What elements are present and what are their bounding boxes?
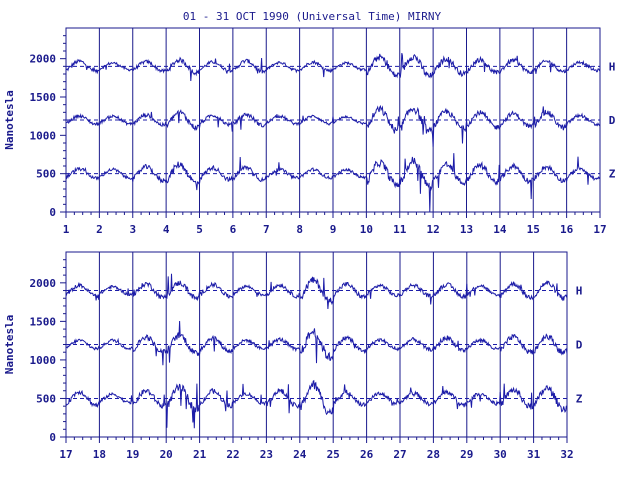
x-tick-label: 29 xyxy=(460,448,473,461)
y-tick-label: 1000 xyxy=(30,354,57,367)
x-tick-label: 1 xyxy=(63,223,70,236)
y-tick-label: 1500 xyxy=(30,91,57,104)
series-label-d: D xyxy=(576,339,583,352)
panel-oct-1-17: 1 2 3 4 5 6 7 8 9 10 11 12 13 14 15 16 17050010001500200… xyxy=(3,27,616,236)
x-tick-label: 7 xyxy=(263,223,270,236)
x-tick-label: 19 xyxy=(126,448,139,461)
x-tick-label: 25 xyxy=(327,448,340,461)
series-label-z: Z xyxy=(609,168,616,181)
x-tick-label: 2 xyxy=(96,223,103,236)
x-tick-label: 14 xyxy=(493,223,507,236)
y-axis-label: Nanotesla xyxy=(3,315,16,375)
series-line-h xyxy=(65,52,601,82)
x-tick-label: 26 xyxy=(360,448,374,461)
x-tick-label: 28 xyxy=(427,448,440,461)
x-tick-label: 18 xyxy=(93,448,106,461)
x-tick-label: 15 xyxy=(527,223,540,236)
y-tick-label: 500 xyxy=(36,392,56,405)
series-label-d: D xyxy=(609,114,616,127)
x-tick-label: 11 xyxy=(393,223,407,236)
y-tick-label: 0 xyxy=(49,206,56,219)
x-tick-label: 5 xyxy=(196,223,203,236)
series-line-d xyxy=(66,320,568,366)
x-tick-label: 23 xyxy=(260,448,273,461)
x-tick-label: 21 xyxy=(193,448,207,461)
chart-title: 01 - 31 OCT 1990 (Universal Time) MIRNY xyxy=(183,10,442,23)
y-tick-label: 2000 xyxy=(30,53,57,66)
x-tick-label: 31 xyxy=(527,448,541,461)
x-tick-label: 12 xyxy=(427,223,440,236)
x-tick-label: 6 xyxy=(230,223,237,236)
panel-oct-17-32: 17 18 19 20 21 22 23 24 25 26 27 28 29 30 31 32 0 500 1000… xyxy=(3,251,583,461)
series-label-z: Z xyxy=(576,392,583,405)
series-line-h xyxy=(65,273,568,310)
x-tick-label: 3 xyxy=(129,223,136,236)
y-tick-label: 1000 xyxy=(30,129,57,142)
y-tick-label: 1500 xyxy=(30,315,57,328)
series-label-h: H xyxy=(609,60,616,73)
y-axis-label: Nanotesla xyxy=(3,90,16,150)
y-tick-label: 0 xyxy=(49,431,56,444)
x-tick-label: 9 xyxy=(330,223,337,236)
y-tick-label: 500 xyxy=(36,168,56,181)
x-tick-label: 10 xyxy=(360,223,373,236)
series-label-h: H xyxy=(576,285,583,298)
series-line-z xyxy=(65,153,601,213)
x-tick-label: 4 xyxy=(163,223,170,236)
series-line-z xyxy=(65,379,568,429)
x-tick-label: 32 xyxy=(560,448,573,461)
x-tick-label: 17 xyxy=(59,448,72,461)
series-line-d xyxy=(65,104,601,147)
y-tick-label: 2000 xyxy=(30,277,57,290)
x-tick-label: 30 xyxy=(494,448,507,461)
x-tick-label: 8 xyxy=(296,223,303,236)
x-tick-label: 24 xyxy=(293,448,307,461)
x-tick-label: 22 xyxy=(226,448,239,461)
x-tick-label: 13 xyxy=(460,223,473,236)
x-tick-label: 16 xyxy=(560,223,574,236)
x-tick-label: 20 xyxy=(160,448,173,461)
x-tick-label: 17 xyxy=(593,223,606,236)
x-tick-label: 27 xyxy=(393,448,406,461)
